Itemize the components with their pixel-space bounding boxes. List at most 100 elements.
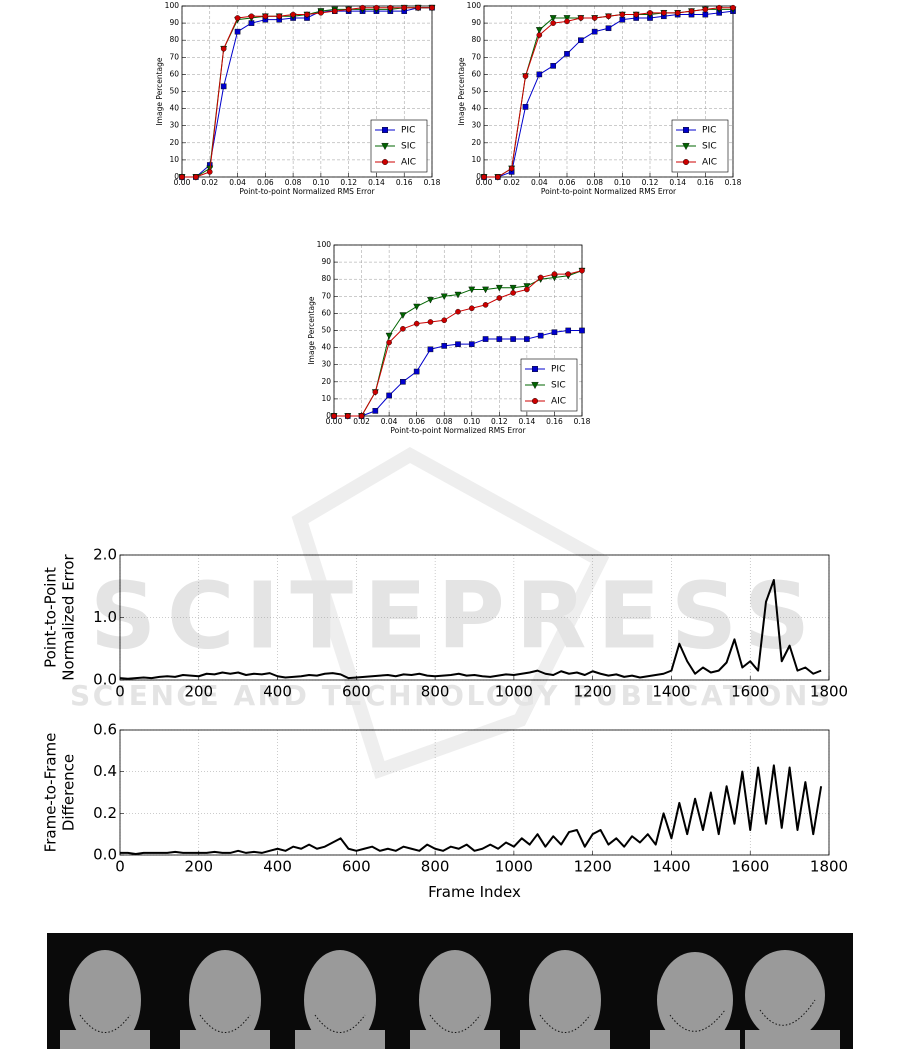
x-tick-label: 0.06 bbox=[257, 178, 274, 187]
marker bbox=[550, 20, 556, 26]
marker bbox=[290, 11, 296, 18]
marker bbox=[441, 343, 448, 349]
chart: 0.00 0.02 0.04 0.06 0.08 0.10 0.12 0.14 0.16 0.18… bbox=[457, 1, 742, 196]
y-tick-label: 0.0 bbox=[93, 846, 117, 864]
marker bbox=[220, 83, 227, 90]
marker bbox=[551, 329, 558, 336]
chart: 0.00 0.02 0.04 0.06 0.08 0.10 0.12 0.14 0.16 0.18… bbox=[307, 240, 591, 435]
y-tick-label: 1.0 bbox=[93, 608, 117, 626]
y-tick-label: 60 bbox=[169, 69, 179, 78]
marker bbox=[399, 312, 407, 319]
marker bbox=[495, 174, 501, 180]
marker bbox=[304, 11, 310, 18]
marker bbox=[661, 10, 667, 16]
y-tick-label: 100 bbox=[467, 1, 482, 10]
x-tick-label: 0.08 bbox=[586, 178, 603, 187]
y-tick-label: 60 bbox=[321, 308, 331, 317]
faces bbox=[60, 950, 840, 1049]
x-tick-label: 1400 bbox=[652, 683, 690, 701]
marker bbox=[563, 15, 571, 22]
y-axis-label: Difference bbox=[60, 754, 78, 831]
y-tick-label: 70 bbox=[321, 291, 331, 300]
watermark: SCITEPRESS SCIENCE AND TECHNOLOGY PUBLIC… bbox=[70, 446, 830, 780]
y-tick-label: 20 bbox=[321, 377, 331, 386]
x-tick-label: 0.18 bbox=[725, 178, 742, 187]
y-tick-label: 0 bbox=[326, 411, 331, 420]
marker bbox=[455, 341, 461, 347]
y-tick-label: 80 bbox=[471, 35, 481, 44]
plot-frame bbox=[181, 5, 433, 178]
x-tick-label: 1600 bbox=[731, 683, 769, 701]
marker bbox=[565, 327, 572, 334]
x-tick-label: 1000 bbox=[495, 683, 533, 701]
marker bbox=[537, 274, 544, 281]
marker bbox=[564, 51, 570, 57]
y-tick-label: 20 bbox=[471, 138, 481, 147]
marker bbox=[468, 341, 475, 347]
x-tick-label: 600 bbox=[342, 858, 371, 876]
marker bbox=[387, 4, 394, 11]
x-axis-label: Point-to-point Normalized RMS Error bbox=[239, 187, 375, 196]
x-axis-label: Point-to-point Normalized RMS Error bbox=[390, 426, 526, 435]
x-tick-label: 0.14 bbox=[669, 178, 686, 187]
x-tick-label: 0.18 bbox=[574, 417, 591, 426]
y-axis-label: Image Percentage bbox=[307, 296, 316, 364]
legend-label: PIC bbox=[401, 126, 415, 136]
x-tick-label: 0.00 bbox=[326, 417, 343, 426]
marker bbox=[550, 63, 556, 69]
marker bbox=[400, 379, 406, 385]
marker bbox=[510, 336, 516, 342]
x-tick-label: 800 bbox=[421, 683, 450, 701]
marker bbox=[345, 6, 352, 13]
x-tick-label: 600 bbox=[342, 683, 371, 701]
marker bbox=[688, 8, 695, 14]
y-tick-label: 50 bbox=[321, 326, 331, 335]
marker bbox=[440, 293, 448, 301]
legend-label: PIC bbox=[551, 365, 565, 375]
marker bbox=[578, 15, 584, 21]
marker bbox=[683, 158, 690, 165]
y-tick-label: 10 bbox=[169, 155, 179, 164]
marker bbox=[537, 332, 544, 339]
data-line bbox=[120, 764, 823, 855]
marker bbox=[531, 382, 539, 390]
x-tick-label: 0.04 bbox=[531, 178, 548, 187]
marker bbox=[532, 398, 539, 405]
y-tick-label: 90 bbox=[169, 18, 179, 27]
y-tick-label: 100 bbox=[165, 1, 180, 10]
marker bbox=[522, 104, 529, 110]
y-axis-label: Image Percentage bbox=[155, 57, 164, 125]
y-tick-label: 60 bbox=[471, 69, 481, 78]
y-tick-label: 30 bbox=[169, 121, 179, 130]
plot-frame bbox=[119, 554, 830, 681]
marker bbox=[344, 413, 351, 419]
marker bbox=[605, 13, 612, 20]
marker bbox=[482, 336, 489, 342]
marker bbox=[674, 10, 681, 16]
marker bbox=[682, 143, 690, 151]
marker bbox=[413, 320, 420, 327]
marker bbox=[578, 37, 584, 43]
marker bbox=[276, 13, 283, 20]
x-tick-label: 0.14 bbox=[519, 417, 536, 426]
marker bbox=[429, 4, 435, 11]
x-tick-label: 0.00 bbox=[174, 178, 191, 187]
marker bbox=[524, 286, 530, 293]
marker bbox=[535, 27, 543, 34]
x-tick-label: 1400 bbox=[652, 858, 690, 876]
y-tick-label: 30 bbox=[321, 360, 331, 369]
x-tick-label: 0.08 bbox=[285, 178, 302, 187]
marker bbox=[248, 13, 255, 20]
y-tick-label: 70 bbox=[169, 52, 179, 61]
data-line bbox=[119, 579, 822, 680]
legend-label: AIC bbox=[551, 397, 566, 407]
marker bbox=[532, 366, 539, 373]
y-axis-label: Normalized Error bbox=[60, 553, 78, 680]
marker bbox=[482, 286, 490, 294]
y-tick-label: 40 bbox=[169, 104, 179, 113]
x-tick-label: 0.12 bbox=[642, 178, 659, 187]
marker bbox=[523, 283, 531, 290]
marker bbox=[193, 174, 199, 180]
x-tick-label: 0.12 bbox=[491, 417, 508, 426]
marker bbox=[605, 25, 612, 32]
